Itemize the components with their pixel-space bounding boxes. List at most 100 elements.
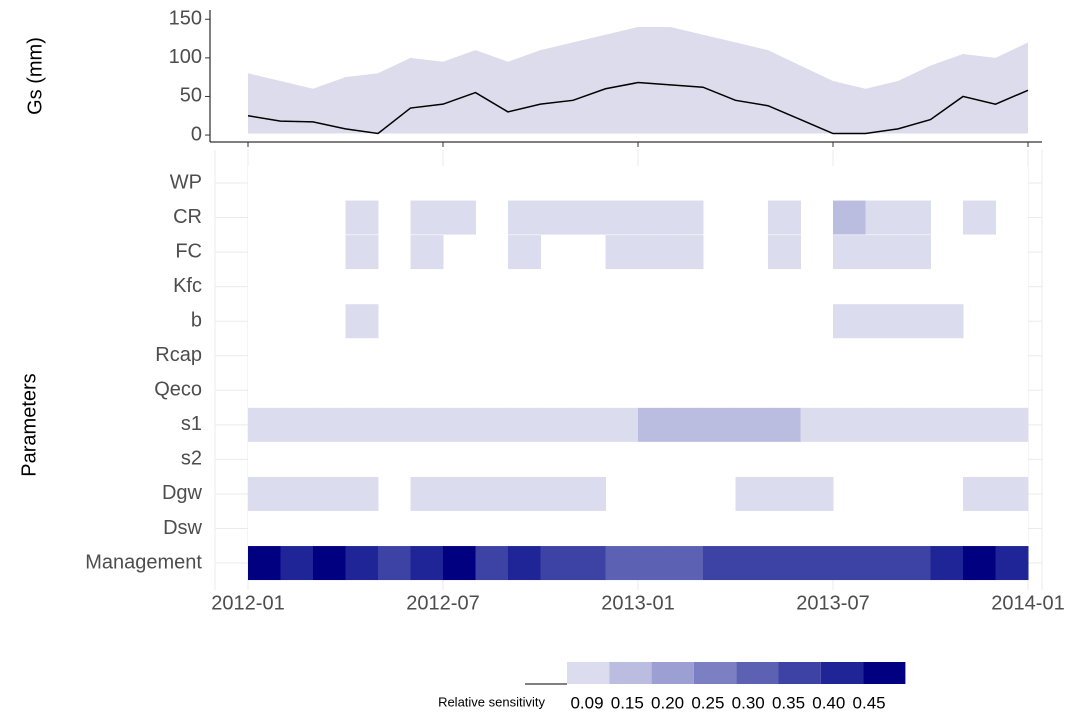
- heatmap-cell: [475, 476, 509, 511]
- y-tick-label: 150: [169, 8, 202, 30]
- heatmap-cell: [410, 235, 444, 270]
- y-axis-title: Parameters: [18, 373, 40, 476]
- legend-swatch: [651, 662, 694, 684]
- legend-swatch: [567, 662, 610, 684]
- y-tick-label: Dgw: [162, 482, 203, 504]
- heatmap-cell: [443, 407, 476, 442]
- heatmap-cell: [865, 235, 899, 270]
- heatmap-cell: [248, 476, 281, 511]
- legend-label: 0.30: [732, 693, 765, 712]
- y-tick-label: FC: [175, 240, 202, 262]
- x-tick-label: 2013-07: [796, 592, 869, 614]
- y-tick-label: s2: [181, 448, 202, 470]
- heatmap-cell: [345, 235, 379, 270]
- heatmap-cell: [508, 407, 541, 442]
- heatmap-cell: [703, 407, 736, 442]
- heatmap-cell: [898, 407, 931, 442]
- heatmap-cell: [540, 407, 574, 442]
- heatmap-cell: [378, 546, 411, 581]
- heatmap-cell: [313, 546, 346, 581]
- heatmap-cell: [930, 407, 964, 442]
- heatmap-cell: [865, 407, 899, 442]
- heatmap-cell: [248, 546, 281, 581]
- heatmap-cell: [573, 200, 606, 235]
- heatmap-cell: [508, 200, 541, 235]
- heatmap-cell: [443, 200, 476, 235]
- heatmap-cell: [930, 304, 964, 339]
- heatmap-cell: [898, 304, 931, 339]
- heatmap-cell: [995, 407, 1029, 442]
- heatmap-cell: [508, 235, 541, 270]
- y-tick-label: 100: [169, 46, 202, 68]
- heatmap-cell: [995, 476, 1029, 511]
- heatmap-cell: [605, 235, 639, 270]
- legend-swatch: [693, 662, 737, 684]
- y-tick-label: 50: [180, 85, 202, 107]
- y-tick-label: b: [191, 309, 202, 331]
- heatmap-cell: [540, 476, 574, 511]
- heatmap-cell: [963, 476, 996, 511]
- heatmap-cell: [638, 235, 671, 270]
- legend-label: 0.40: [812, 693, 845, 712]
- x-tick-label: 2012-07: [406, 592, 479, 614]
- heatmap-cell: [248, 407, 281, 442]
- heatmap-cell: [768, 235, 801, 270]
- line: [247, 81, 1029, 135]
- heatmap-cell: [833, 304, 866, 339]
- legend-label: 0.09: [570, 693, 603, 712]
- heatmap-cell: [410, 476, 444, 511]
- y-tick-label: Qeco: [154, 379, 202, 401]
- heatmap-cell: [638, 200, 671, 235]
- heatmap-cell: [768, 407, 801, 442]
- heatmap-cell: [670, 200, 704, 235]
- heatmap-cell: [605, 407, 639, 442]
- y-tick-label: CR: [173, 206, 202, 228]
- heatmap-cell: [833, 235, 866, 270]
- heatmap-cell: [378, 407, 411, 442]
- heatmap-cell: [670, 235, 704, 270]
- heatmap-cell: [280, 476, 314, 511]
- x-tick-label: 2014-01: [991, 592, 1064, 614]
- x-tick-label: 2012-01: [211, 592, 284, 614]
- y-tick-label: s1: [181, 413, 202, 435]
- heatmap-cell: [573, 476, 606, 511]
- y-tick-label: Dsw: [163, 517, 202, 539]
- heatmap-cell: [475, 546, 509, 581]
- heatmap-cell: [898, 200, 931, 235]
- heatmap-cell: [443, 476, 476, 511]
- legend-label: 0.25: [691, 693, 724, 712]
- legend-label: 0.45: [853, 693, 886, 712]
- heatmap-cell: [800, 476, 834, 511]
- legend-label: 0.35: [772, 693, 805, 712]
- uncertainty-band: [248, 26, 1028, 134]
- heatmap-cell: [508, 476, 541, 511]
- heatmap-cell: [768, 200, 801, 235]
- heatmap-cell: [963, 407, 996, 442]
- heatmap-cell: [898, 235, 931, 270]
- heatmap-cell: [410, 546, 444, 581]
- heatmap-cell: [800, 546, 834, 581]
- heatmap-cell: [540, 546, 574, 581]
- heatmap-cell: [410, 200, 444, 235]
- heatmap-cell: [865, 200, 899, 235]
- tile-background: [248, 166, 1028, 581]
- heatmap-cell: [670, 407, 704, 442]
- heatmap-cell: [638, 407, 671, 442]
- heatmap-cell: [605, 200, 639, 235]
- heatmap-cell: [573, 407, 606, 442]
- y-tick-label: Management: [85, 551, 202, 573]
- heatmap-cell: [638, 546, 671, 581]
- legend-swatch: [736, 662, 779, 684]
- heatmap-cell: [735, 546, 769, 581]
- heatmap-cell: [670, 546, 704, 581]
- heatmap-cell: [345, 476, 379, 511]
- heatmap-cell: [280, 407, 314, 442]
- heatmap-cell: [313, 407, 346, 442]
- heatmap-cell: [443, 546, 476, 581]
- y-tick-label: Rcap: [155, 344, 202, 366]
- heatmap-cell: [703, 546, 736, 581]
- heatmap-cell: [963, 546, 996, 581]
- heatmap-cell: [410, 407, 444, 442]
- heatmap-cell: [735, 407, 769, 442]
